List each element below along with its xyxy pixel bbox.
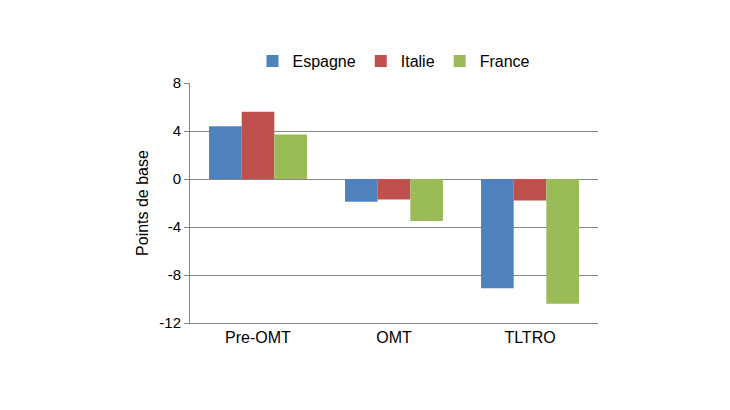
svg-text:8: 8 xyxy=(173,74,181,91)
svg-text:TLTRO: TLTRO xyxy=(504,329,555,346)
svg-text:-8: -8 xyxy=(168,266,181,283)
svg-text:France: France xyxy=(480,53,530,70)
svg-text:Points de base: Points de base xyxy=(134,150,151,256)
svg-text:0: 0 xyxy=(173,170,181,187)
svg-text:Espagne: Espagne xyxy=(293,53,356,70)
svg-text:OMT: OMT xyxy=(376,329,412,346)
svg-text:4: 4 xyxy=(173,122,181,139)
svg-text:-4: -4 xyxy=(168,218,181,235)
svg-text:-12: -12 xyxy=(159,314,181,331)
svg-text:Pre-OMT: Pre-OMT xyxy=(225,329,291,346)
svg-text:Italie: Italie xyxy=(401,53,435,70)
